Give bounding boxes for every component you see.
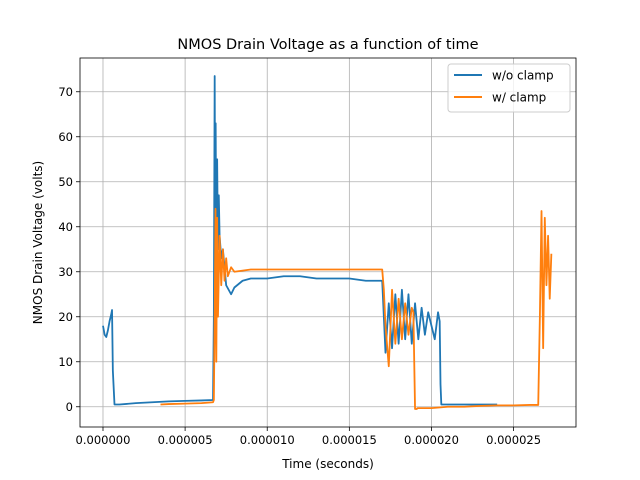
y-tick-label: 30 <box>58 265 73 279</box>
y-tick-label: 50 <box>58 175 73 189</box>
x-tick-label: 0.000010 <box>240 433 295 447</box>
x-axis-label: Time (seconds) <box>281 457 374 471</box>
x-tick-label: 0.000025 <box>486 433 541 447</box>
y-tick-label: 40 <box>58 220 73 234</box>
y-tick-label: 20 <box>58 310 73 324</box>
chart-title: NMOS Drain Voltage as a function of time <box>177 37 478 53</box>
plot-frame <box>79 57 577 428</box>
x-tick-label: 0.000020 <box>404 433 459 447</box>
y-axis-ticks: 0 10 20 30 40 50 60 70 <box>58 85 80 414</box>
series-lines <box>102 75 553 410</box>
series-line-w-o-clamp <box>102 75 498 406</box>
x-axis-ticks: 0.000000 0.000005 0.000010 0.000015 0.000020… <box>76 427 541 447</box>
y-axis-label: NMOS Drain Voltage (volts) <box>31 161 45 324</box>
legend-label-wo-clamp: w/o clamp <box>492 69 554 83</box>
legend-label-w-clamp: w/ clamp <box>492 91 546 105</box>
x-tick-label: 0.000005 <box>158 433 213 447</box>
x-tick-label: 0.000000 <box>76 433 131 447</box>
y-tick-label: 70 <box>58 85 73 99</box>
grid-lines <box>80 58 576 427</box>
series-line-w-clamp <box>160 207 553 410</box>
legend: w/o clamp w/ clamp <box>447 63 571 113</box>
y-tick-label: 0 <box>66 400 73 414</box>
x-tick-label: 0.000015 <box>322 433 377 447</box>
y-tick-label: 10 <box>58 355 73 369</box>
y-tick-label: 60 <box>58 130 73 144</box>
